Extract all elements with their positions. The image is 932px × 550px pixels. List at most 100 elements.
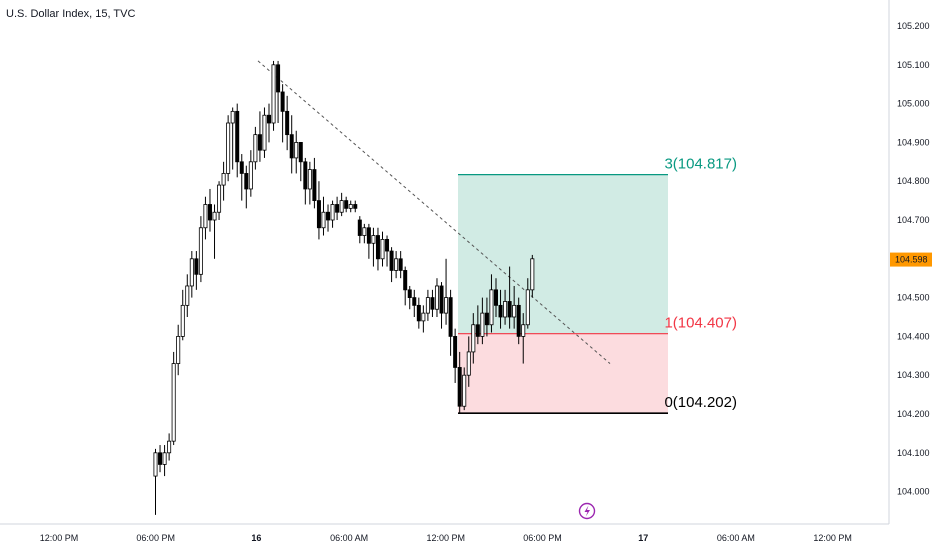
candle-body-up bbox=[394, 258, 399, 271]
candle bbox=[198, 216, 203, 283]
candle-body-down bbox=[244, 173, 249, 190]
candle bbox=[394, 251, 399, 279]
candle-body-up bbox=[153, 452, 158, 477]
candle-body-down bbox=[475, 324, 480, 337]
candle-body-up bbox=[380, 238, 385, 260]
candle bbox=[185, 274, 190, 317]
candle bbox=[421, 305, 426, 333]
candle bbox=[294, 130, 299, 174]
candle-body-down bbox=[507, 301, 512, 318]
candle-body-down bbox=[326, 211, 331, 221]
candle bbox=[271, 60, 276, 131]
lightning-icon bbox=[584, 505, 590, 517]
candle-body-up bbox=[189, 258, 194, 287]
candle bbox=[176, 324, 181, 376]
candle bbox=[434, 278, 439, 317]
current-price-tag bbox=[890, 252, 932, 267]
candle bbox=[448, 289, 453, 356]
candle bbox=[466, 336, 471, 387]
candle-body-up bbox=[271, 64, 276, 124]
candle-body-down bbox=[516, 304, 521, 337]
candle bbox=[439, 282, 444, 329]
price-tick-label: 104.800 bbox=[897, 176, 930, 186]
candle-body-down bbox=[493, 289, 498, 306]
candle-body-up bbox=[212, 211, 217, 221]
candle-body-up bbox=[307, 169, 312, 190]
candle bbox=[280, 84, 285, 143]
candle bbox=[425, 289, 430, 321]
candle-body-up bbox=[180, 304, 185, 337]
candle bbox=[507, 266, 512, 329]
candle-body-up bbox=[262, 114, 267, 151]
candle bbox=[457, 351, 462, 414]
candle bbox=[276, 60, 281, 123]
candle-body-up bbox=[348, 204, 353, 209]
candle bbox=[371, 227, 376, 267]
candle bbox=[516, 297, 521, 345]
candle bbox=[180, 289, 185, 341]
candle-body-up bbox=[230, 110, 235, 124]
time-tick-label: 12:00 PM bbox=[427, 533, 466, 543]
fib-level-label: 1(104.407) bbox=[664, 315, 737, 332]
candle bbox=[244, 165, 249, 209]
candle bbox=[230, 107, 235, 170]
fib-labels: 3(104.817) 1(104.407) 0(104.202) bbox=[664, 156, 737, 412]
candle bbox=[389, 247, 394, 283]
candle bbox=[521, 313, 526, 364]
candle-body-down bbox=[303, 161, 308, 190]
candle bbox=[525, 278, 530, 329]
candle-body-down bbox=[385, 238, 390, 252]
candle bbox=[385, 235, 390, 267]
candle bbox=[339, 192, 344, 217]
candle-body-down bbox=[412, 297, 417, 306]
candle-body-up bbox=[466, 351, 471, 376]
candle bbox=[380, 231, 385, 267]
dashed-trendline[interactable] bbox=[257, 60, 611, 364]
candle-body-down bbox=[389, 250, 394, 271]
candle-body-up bbox=[489, 289, 494, 326]
candle bbox=[312, 157, 317, 209]
time-tick-label: 06:00 PM bbox=[136, 533, 175, 543]
candle-body-down bbox=[453, 335, 458, 368]
candle-body-down bbox=[357, 219, 362, 236]
candle bbox=[430, 289, 435, 317]
candle-body-up bbox=[167, 440, 172, 454]
candle-body-down bbox=[158, 452, 163, 465]
candle bbox=[512, 285, 517, 329]
candle bbox=[362, 223, 367, 244]
price-tick-label: 104.300 bbox=[897, 370, 930, 380]
candle bbox=[226, 115, 231, 182]
fib-level-label: 0(104.202) bbox=[664, 394, 737, 411]
candle-body-up bbox=[198, 227, 203, 275]
lightning-event-icon[interactable] bbox=[578, 502, 596, 520]
candle bbox=[316, 181, 321, 240]
candle-body-up bbox=[248, 161, 253, 190]
price-tick-label: 104.500 bbox=[897, 293, 930, 303]
candle-body-down bbox=[448, 297, 453, 337]
candle bbox=[398, 251, 403, 279]
candle bbox=[484, 297, 489, 337]
candle-body-down bbox=[398, 258, 403, 271]
candle-body-down bbox=[344, 200, 349, 209]
candle-body-up bbox=[294, 141, 299, 159]
trendline[interactable] bbox=[257, 60, 611, 364]
candle bbox=[330, 200, 335, 228]
candle bbox=[248, 150, 253, 197]
candle bbox=[503, 289, 508, 325]
candle bbox=[158, 445, 163, 473]
candle bbox=[375, 227, 380, 271]
candle-body-down bbox=[312, 169, 317, 201]
candle-body-up bbox=[339, 200, 344, 213]
candle bbox=[221, 161, 226, 201]
candle-body-up bbox=[330, 204, 335, 221]
price-tick-label: 104.200 bbox=[897, 409, 930, 419]
candle-body-down bbox=[498, 304, 503, 318]
candle bbox=[171, 351, 176, 446]
candle bbox=[285, 95, 290, 151]
time-tick-label: 17 bbox=[638, 533, 648, 543]
candle bbox=[162, 445, 167, 477]
time-tick-label: 06:00 AM bbox=[717, 533, 755, 543]
candle-body-down bbox=[276, 64, 281, 93]
candle bbox=[189, 251, 194, 298]
